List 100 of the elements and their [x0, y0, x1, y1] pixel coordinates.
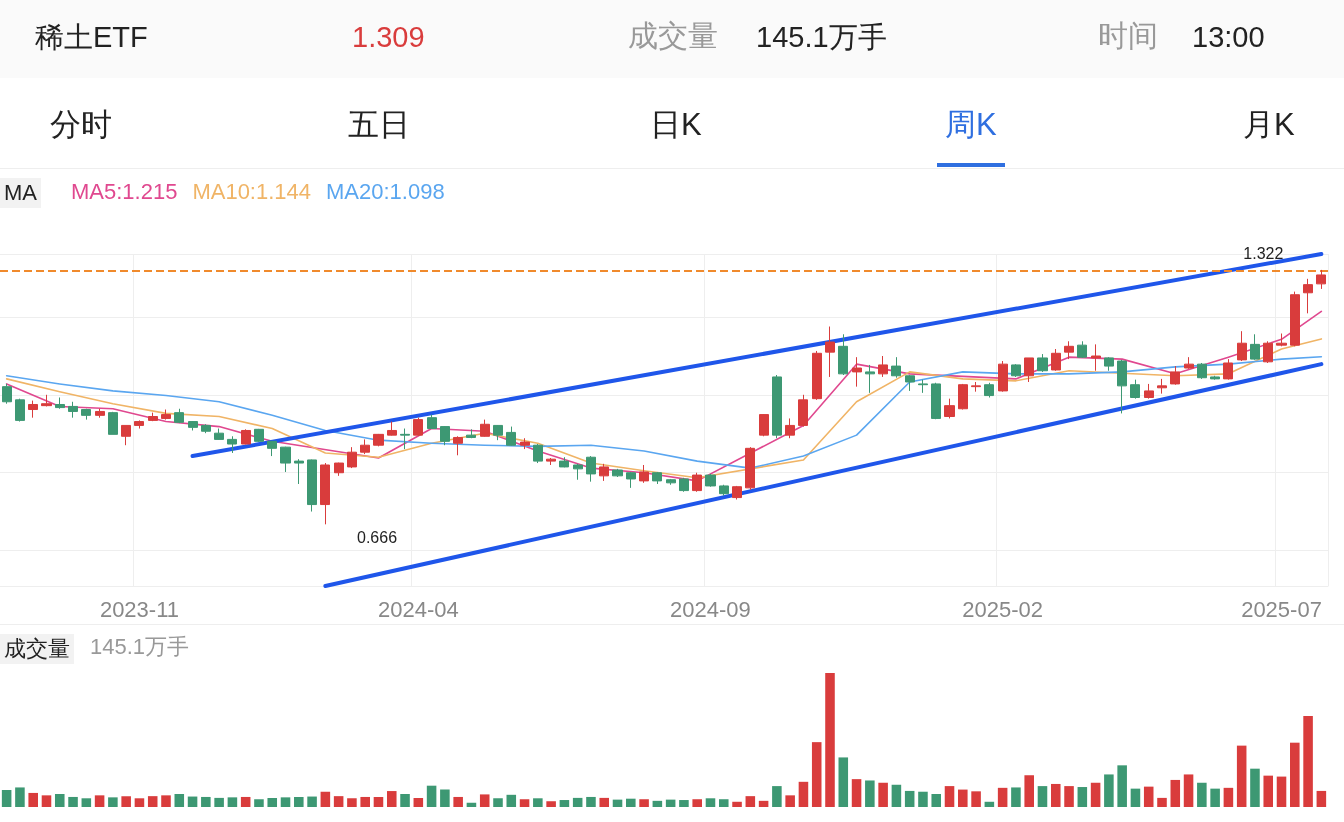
candlestick [453, 435, 463, 456]
bar [665, 799, 676, 807]
text: 五日 [348, 106, 410, 144]
bar [41, 795, 52, 807]
bar [161, 795, 171, 807]
text: 145.1万手 [90, 634, 190, 661]
bar [108, 797, 118, 807]
candlestick [227, 435, 237, 454]
candlestick [732, 485, 742, 501]
bar [997, 787, 1008, 807]
candlestick [998, 360, 1008, 393]
candlestick [1011, 363, 1021, 378]
candlestick [400, 428, 410, 450]
bar [147, 796, 158, 807]
candlestick [719, 484, 729, 497]
candlestick [1210, 375, 1220, 381]
candlestick [254, 428, 264, 443]
bar [1316, 790, 1327, 807]
bar [386, 791, 397, 807]
candlestick [679, 477, 689, 493]
candlestick [971, 381, 981, 393]
bar [479, 794, 490, 807]
candlestick [1144, 383, 1154, 400]
candlestick [905, 374, 915, 392]
candlestick [1117, 359, 1127, 414]
text: 日K [650, 106, 702, 144]
bar [400, 794, 410, 807]
text: 周K [945, 106, 997, 144]
candlestick [480, 419, 490, 438]
candlestick [533, 443, 543, 464]
bar [1077, 787, 1088, 807]
text: 13:00 [1192, 20, 1265, 55]
candlestick [626, 471, 636, 489]
bar [546, 801, 556, 807]
candlestick [1091, 343, 1101, 372]
bar [519, 799, 530, 807]
candlestick [546, 457, 556, 466]
bar [121, 796, 131, 807]
candlestick [984, 382, 994, 398]
candlestick [520, 437, 530, 450]
candlestick [1077, 340, 1087, 359]
bar [373, 796, 384, 807]
candlestick [1037, 353, 1048, 373]
candlestick [360, 438, 370, 455]
bar [1024, 775, 1034, 807]
text: 0.666 [357, 528, 398, 548]
bar [1263, 775, 1274, 807]
bar [214, 797, 224, 807]
candlestick [1130, 379, 1140, 400]
x-tick-label: 2024-09 [670, 596, 751, 622]
bar [572, 797, 583, 807]
bar [798, 781, 809, 807]
candlestick [1064, 340, 1074, 360]
text: 145.1万手 [756, 20, 887, 55]
bar [1, 789, 12, 807]
bar [187, 796, 198, 807]
text: 1.309 [352, 20, 425, 55]
bar [825, 673, 835, 807]
annotation: 1.322 [1243, 245, 1284, 263]
candlestick [214, 428, 224, 441]
candlestick [440, 425, 450, 446]
bar [1064, 786, 1074, 807]
text: 成交量 [628, 18, 718, 54]
bar [1037, 786, 1048, 807]
bar [586, 796, 596, 807]
bar [718, 799, 729, 807]
candlestick [493, 424, 503, 441]
bar [984, 801, 995, 807]
bar [94, 795, 105, 807]
bar [15, 787, 25, 807]
bar [413, 797, 424, 807]
candlestick [639, 464, 649, 484]
text: 月K [1243, 106, 1295, 144]
bar [201, 796, 211, 807]
bar [440, 789, 450, 807]
bar [1236, 745, 1247, 807]
bar [1210, 788, 1220, 807]
bar [134, 798, 145, 807]
bar [758, 800, 769, 807]
candlestick [174, 408, 184, 424]
bar [639, 799, 649, 807]
candlestick [891, 356, 901, 379]
candlestick [745, 446, 755, 491]
candlestick [241, 428, 251, 445]
candlestick [280, 446, 291, 473]
candlestick [307, 459, 317, 513]
candlestick [1170, 365, 1180, 386]
text: MA20:1.098 [326, 178, 445, 204]
candlestick [108, 411, 118, 435]
candlestick [612, 468, 623, 478]
candlestick [201, 423, 211, 434]
candlestick [1316, 269, 1326, 290]
candlestick [759, 413, 769, 437]
candlestick [1157, 378, 1167, 395]
candlestick [1250, 333, 1260, 361]
candlestick [188, 420, 198, 431]
bar [453, 796, 463, 807]
candlestick [1104, 356, 1114, 372]
candlestick [852, 356, 862, 388]
bar [1117, 765, 1127, 807]
